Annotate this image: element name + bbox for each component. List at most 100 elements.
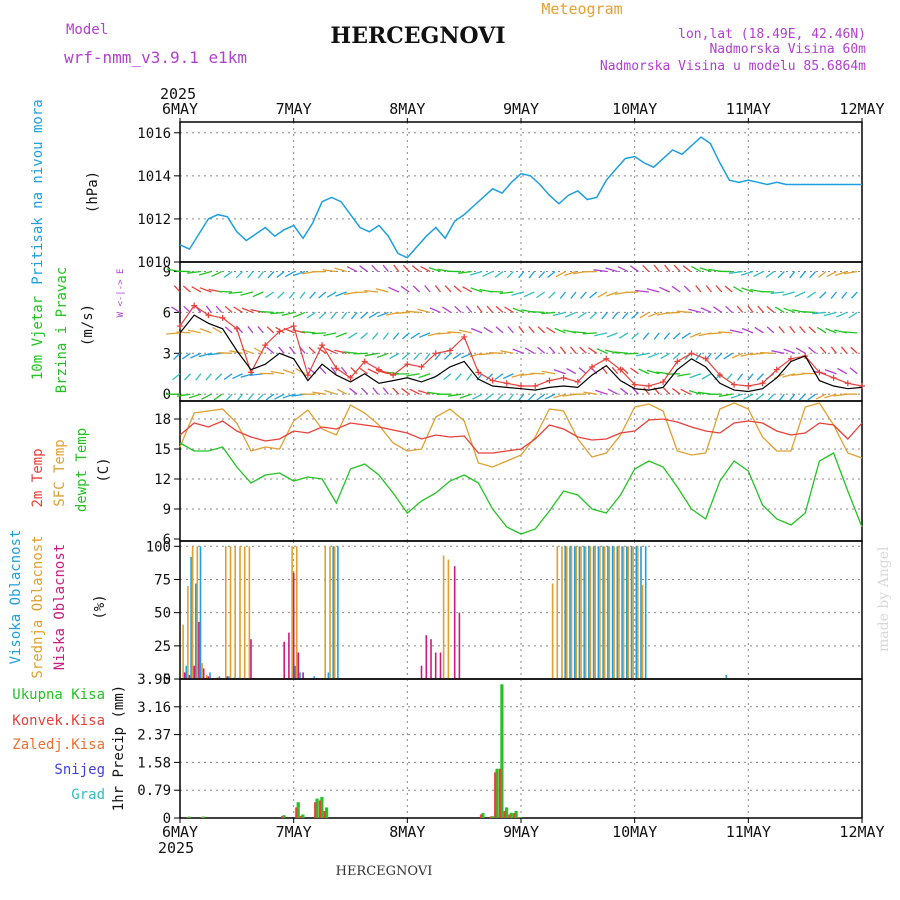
precip-ytick-label: 0 [163,811,171,827]
wind-direction-arrow [482,270,493,277]
wind-direction-arrow [512,348,525,354]
wind-direction-arrow [393,264,400,272]
wind-direction-arrow [495,326,504,334]
wind-direction-arrow [767,393,775,401]
wind-direction-arrow [190,352,202,359]
wind-direction-arrow [371,332,379,340]
wind-direction-arrow [429,307,441,314]
cloud-mid-bar [594,546,596,679]
cloud-high-bar [635,546,638,679]
precip-conv-bar [503,811,506,818]
wind-direction-arrow [417,389,431,395]
wind-direction-arrow [470,287,483,293]
wind-direction-arrow [299,291,306,299]
cloud-ytick-label: 75 [154,572,171,588]
pressure-ytick-label: 1014 [137,169,171,185]
wind-direction-arrow [663,387,671,395]
precip-ytick-label: 0.79 [137,783,171,799]
cloud-high-bar [611,546,614,679]
wind-direction-arrow [725,373,733,381]
wind-direction-arrow [405,310,420,314]
top-date-label: 6MAY [162,100,198,118]
wind-direction-arrow [718,393,733,397]
legend-frozen: Zaledj.Kisa [12,737,105,753]
wind-direction-arrow [402,264,410,272]
pressure-frame [179,121,863,263]
wind-direction-arrow [364,352,379,357]
wind-direction-arrow [349,387,358,395]
wind-direction-arrow [755,393,764,401]
wind-direction-arrow [293,270,306,277]
wind-direction-arrow [607,388,618,395]
pressure-line [179,136,862,259]
wind-direction-arrow [325,348,337,354]
wind-direction-arrow [630,265,639,273]
wind-gust-marker [859,383,865,390]
wind-direction-arrow [639,311,650,319]
wind-direction-arrow [518,325,525,334]
elevation-text: Nadmorska Visina 60m [709,42,866,57]
temp-label-2: SFC Temp [52,439,68,506]
wind-direction-arrow [282,369,295,375]
wind-gust-marker [233,325,240,332]
wind-direction-arrow [782,373,795,378]
wind-direction-arrow [207,352,222,356]
precip-total-bar [509,812,513,818]
cloud-high-bar [616,546,619,679]
wind-direction-arrow [176,331,191,334]
wind-direction-arrow [424,352,431,361]
wind-gust-marker [660,378,667,385]
cloud-high-label: Visoka Oblacnost [8,530,24,665]
cloud-mid-bar [182,624,184,679]
wind-direction-arrow [359,265,368,273]
wind-direction-arrow [410,332,420,339]
wind-direction-arrow [699,267,712,273]
cloud-high-bar [588,546,590,679]
cloud-mid-bar [229,546,232,679]
wind-direction-arrow [409,388,420,395]
wind-direction-arrow [544,393,556,400]
wind-direction-arrow [541,311,556,315]
cloud-low-bar [453,566,456,679]
wind-direction-arrow [830,291,837,299]
wind-direction-arrow [382,387,389,395]
legend-conv: Konvek.Kisa [12,713,105,729]
precip-panel: 0 0.79 1.58 2.37 3.16 3.95 [137,672,863,827]
year-top: 2025 [160,85,196,103]
wind-direction-arrow [843,270,858,275]
wind-direction-arrow [604,349,618,354]
wind-direction-arrow [377,311,389,318]
wind-direction-arrow [214,373,223,381]
wind-direction-arrow [376,352,389,359]
wind-direction-arrow [819,346,827,354]
cloud-low-bar [188,675,191,679]
wind-direction-arrow [632,387,639,395]
wind-direction-arrow [411,265,421,273]
precip-conv-bar [508,814,511,818]
wind-direction-arrow [417,308,431,314]
cloud-low-bar [283,641,285,679]
wind-direction-arrow [747,373,754,381]
wind-direction-arrow [389,352,400,360]
wind-direction-arrow [635,352,650,357]
wind-gust-marker [560,374,567,381]
wind-direction-arrow [247,325,254,334]
cloud-high-bar [294,665,297,679]
cloud-mid-bar [291,546,293,679]
wind-direction-arrow [443,352,452,360]
wind-direction-arrow [766,305,775,313]
wind-direction-arrow [682,265,691,273]
wind-direction-arrow [434,352,441,361]
wind-direction-arrow [502,373,514,380]
cloud-low-label: Niska Oblacnost [52,544,68,670]
wind-direction-arrow [635,289,649,293]
model-elevation-text: Nadmorska Visina u modelu 85.6864m [600,59,866,74]
wind-direction-arrow [484,393,493,401]
wind-direction-arrow [218,352,233,354]
wind-direction-arrow [770,291,785,295]
wind-direction-arrow [524,347,535,354]
wind-direction-arrow [247,393,254,402]
wind-direction-arrow [808,346,817,354]
wind-direction-arrow [554,327,566,334]
cloud-high-bar [327,672,330,679]
